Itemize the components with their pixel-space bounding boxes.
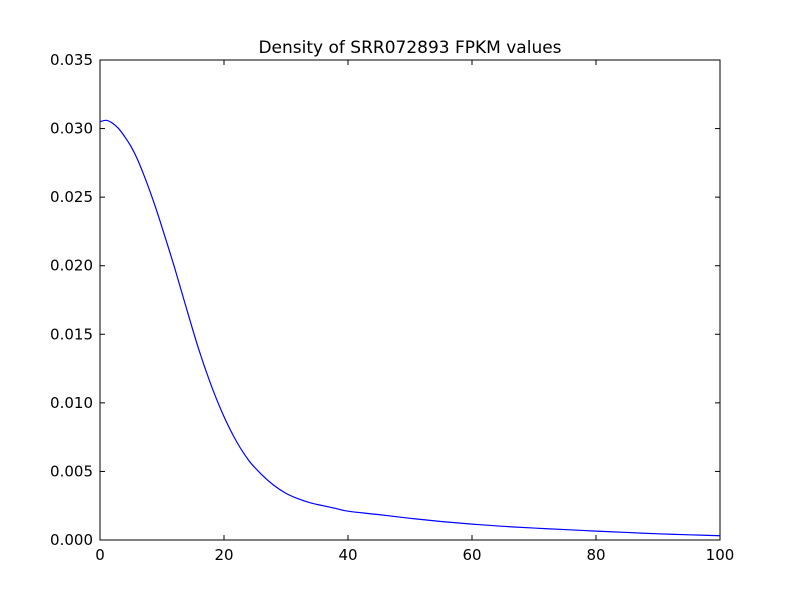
y-tick-label: 0.000 xyxy=(50,531,93,549)
x-tick-label: 60 xyxy=(462,546,481,564)
x-tick-label: 40 xyxy=(338,546,357,564)
x-tick-label: 80 xyxy=(586,546,605,564)
y-tick-label: 0.015 xyxy=(50,325,93,343)
x-tick-label: 100 xyxy=(706,546,735,564)
axes: 0 20 40 60 80 100 0.000 0.005 0.010 0.015 0.020 0.0… xyxy=(50,51,734,564)
y-tick-label: 0.010 xyxy=(50,394,93,412)
plot-area xyxy=(99,119,721,537)
chart-title: Density of SRR072893 FPKM values xyxy=(258,38,561,58)
y-tick-label: 0.025 xyxy=(50,188,93,206)
density-line xyxy=(99,119,721,537)
y-tick-label: 0.005 xyxy=(50,462,93,480)
plot-frame xyxy=(99,59,721,541)
y-tick-label: 0.030 xyxy=(50,120,93,138)
y-tick-label: 0.035 xyxy=(50,51,93,69)
y-tick-label: 0.020 xyxy=(50,257,93,275)
x-tick-label: 20 xyxy=(214,546,233,564)
x-tick-label: 0 xyxy=(95,546,105,564)
